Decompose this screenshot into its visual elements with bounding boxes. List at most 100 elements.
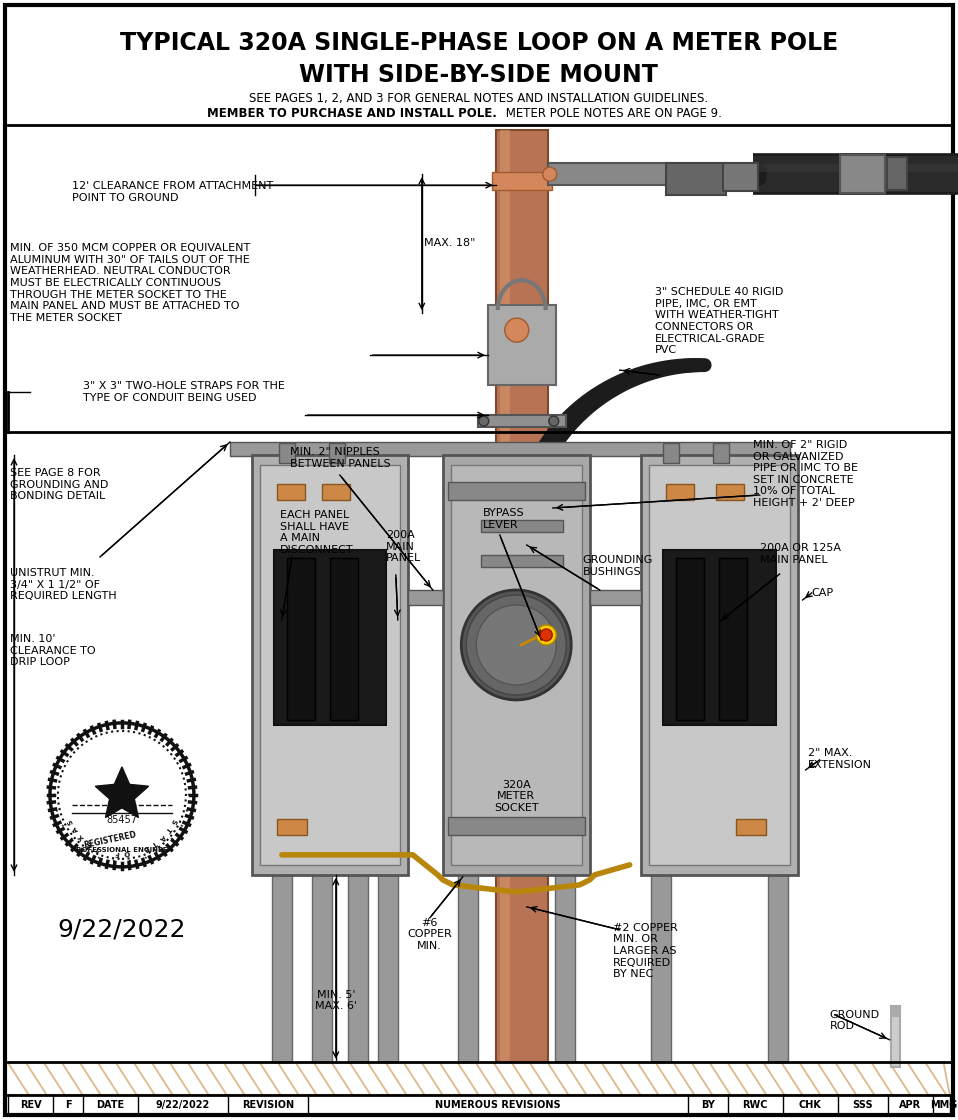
Polygon shape xyxy=(96,767,148,818)
Bar xyxy=(666,484,694,500)
Bar xyxy=(663,550,776,725)
Circle shape xyxy=(467,595,566,694)
Text: MIN. OF 2" RIGID
OR GALVANIZED
PIPE OR IMC TO BE
SET IN CONCRETE
10% OF TOTAL
HE: MIN. OF 2" RIGID OR GALVANIZED PIPE OR I… xyxy=(753,440,857,508)
Bar xyxy=(476,495,568,580)
Text: TYPICAL 320A SINGLE-PHASE LOOP ON A METER POLE: TYPICAL 320A SINGLE-PHASE LOOP ON A METE… xyxy=(120,31,838,55)
Bar xyxy=(286,558,315,720)
Text: 9/22/2022: 9/22/2022 xyxy=(57,917,186,942)
Text: NUMEROUS REVISIONS: NUMEROUS REVISIONS xyxy=(435,1100,560,1110)
Text: METER POLE NOTES ARE ON PAGE 9.: METER POLE NOTES ARE ON PAGE 9. xyxy=(502,106,721,120)
Text: DATE: DATE xyxy=(97,1100,125,1110)
Bar xyxy=(886,157,906,190)
Text: T: T xyxy=(150,839,158,847)
Text: MMG: MMG xyxy=(930,1100,957,1110)
Text: S: S xyxy=(170,818,177,824)
Text: GROUNDING
BUSHINGS: GROUNDING BUSHINGS xyxy=(582,556,653,577)
Text: MEMBER TO PURCHASE AND INSTALL POLE.: MEMBER TO PURCHASE AND INSTALL POLE. xyxy=(207,106,497,120)
Text: ★: ★ xyxy=(171,838,174,841)
Bar xyxy=(675,558,704,720)
Text: T: T xyxy=(165,825,172,833)
Bar xyxy=(279,444,295,463)
Text: REVISION: REVISION xyxy=(241,1100,294,1110)
Circle shape xyxy=(50,722,194,867)
Text: ★: ★ xyxy=(179,824,183,828)
Circle shape xyxy=(462,590,571,700)
Bar xyxy=(500,130,510,1062)
Bar xyxy=(277,819,307,834)
Text: MIN. 2" NIPPLES
BETWEEN PANELS: MIN. 2" NIPPLES BETWEEN PANELS xyxy=(290,447,391,468)
Text: ★: ★ xyxy=(144,856,148,859)
Text: S: S xyxy=(66,818,74,824)
Text: ★: ★ xyxy=(82,848,86,852)
Text: SSS: SSS xyxy=(853,1100,873,1110)
Text: WITH SIDE-BY-SIDE MOUNT: WITH SIDE-BY-SIDE MOUNT xyxy=(299,63,658,87)
Text: O: O xyxy=(124,849,130,856)
Bar xyxy=(230,442,789,456)
Text: BY: BY xyxy=(700,1100,715,1110)
Text: EACH PANEL
SHALL HAVE
A MAIN
DISCONNECT: EACH PANEL SHALL HAVE A MAIN DISCONNECT xyxy=(280,510,354,554)
Text: #6
COPPER
MIN.: #6 COPPER MIN. xyxy=(407,917,452,951)
Text: ★: ★ xyxy=(55,809,58,813)
Text: ★: ★ xyxy=(53,793,57,797)
Text: 9/22/2022: 9/22/2022 xyxy=(156,1100,210,1110)
Text: 320A
METER
SOCKET: 320A METER SOCKET xyxy=(494,780,538,813)
Text: 2" MAX.
EXTENSION: 2" MAX. EXTENSION xyxy=(808,748,872,769)
Text: ★: ★ xyxy=(70,838,74,841)
Text: MIN. 5'
MAX. 6': MIN. 5' MAX. 6' xyxy=(315,990,357,1011)
Text: REV: REV xyxy=(20,1100,41,1110)
Bar xyxy=(312,875,331,1062)
Text: MAX. 18": MAX. 18" xyxy=(423,239,475,249)
Bar xyxy=(277,484,305,500)
Text: GROUND
ROD: GROUND ROD xyxy=(830,1010,879,1032)
Bar xyxy=(767,875,787,1062)
Bar xyxy=(736,819,765,834)
Text: PROFESSIONAL ENGINEER: PROFESSIONAL ENGINEER xyxy=(71,847,172,852)
Circle shape xyxy=(549,416,559,426)
Text: BYPASS
LEVER: BYPASS LEVER xyxy=(483,508,524,530)
Text: RWC: RWC xyxy=(742,1100,768,1110)
Text: F: F xyxy=(114,849,120,856)
Text: ★: ★ xyxy=(187,793,191,797)
Bar xyxy=(447,482,584,500)
Circle shape xyxy=(540,629,552,641)
Bar xyxy=(649,465,789,865)
Text: SEE PAGES 1, 2, AND 3 FOR GENERAL NOTES AND INSTALLATION GUIDELINES.: SEE PAGES 1, 2, AND 3 FOR GENERAL NOTES … xyxy=(249,92,708,104)
Text: ★: ★ xyxy=(185,809,189,813)
Circle shape xyxy=(479,416,489,426)
Bar xyxy=(555,875,575,1062)
Bar xyxy=(663,444,678,463)
Bar xyxy=(443,455,590,875)
Text: MIN. 10'
CLEARANCE TO
DRIP LOOP: MIN. 10' CLEARANCE TO DRIP LOOP xyxy=(10,634,96,668)
Bar xyxy=(590,590,641,605)
Bar xyxy=(488,305,556,385)
Text: F: F xyxy=(64,1100,71,1110)
Bar xyxy=(496,130,548,1062)
Bar xyxy=(322,484,350,500)
Bar xyxy=(458,875,478,1062)
Text: ★: ★ xyxy=(97,856,100,859)
Text: 12' CLEARANCE FROM ATTACHMENT
POINT TO GROUND: 12' CLEARANCE FROM ATTACHMENT POINT TO G… xyxy=(72,181,273,203)
Text: SEE PAGE 8 FOR
GROUNDING AND
BONDING DETAIL: SEE PAGE 8 FOR GROUNDING AND BONDING DET… xyxy=(10,468,108,502)
Text: 200A OR 125A
MAIN PANEL: 200A OR 125A MAIN PANEL xyxy=(760,543,840,564)
Text: #2 COPPER
MIN. OR
LARGER AS
REQUIRED
BY NEC: #2 COPPER MIN. OR LARGER AS REQUIRED BY … xyxy=(613,923,677,979)
Text: E: E xyxy=(86,839,93,847)
Bar xyxy=(481,520,562,532)
Bar xyxy=(722,164,758,192)
Bar xyxy=(839,156,884,193)
Text: 3" X 3" TWO-HOLE STRAPS FOR THE
TYPE OF CONDUIT BEING USED: 3" X 3" TWO-HOLE STRAPS FOR THE TYPE OF … xyxy=(83,381,285,403)
Text: 3" SCHEDULE 40 RIGID
PIPE, IMC, OR EMT
WITH WEATHER-TIGHT
CONNECTORS OR
ELECTRIC: 3" SCHEDULE 40 RIGID PIPE, IMC, OR EMT W… xyxy=(654,287,783,355)
Text: E: E xyxy=(143,844,149,851)
Bar xyxy=(650,875,671,1062)
Bar xyxy=(348,875,368,1062)
Bar xyxy=(716,484,743,500)
Bar xyxy=(252,455,408,875)
Bar xyxy=(330,558,358,720)
Text: ★: ★ xyxy=(112,859,116,864)
Text: A: A xyxy=(158,833,166,841)
Text: APR: APR xyxy=(899,1100,922,1110)
Bar xyxy=(329,444,345,463)
Text: MIN. OF 350 MCM COPPER OR EQUIVALENT
ALUMINUM WITH 30" OF TAILS OUT OF THE
WEATH: MIN. OF 350 MCM COPPER OR EQUIVALENT ALU… xyxy=(10,243,250,323)
Bar xyxy=(491,172,552,190)
Bar xyxy=(641,455,798,875)
Text: REGISTERED: REGISTERED xyxy=(82,830,137,850)
